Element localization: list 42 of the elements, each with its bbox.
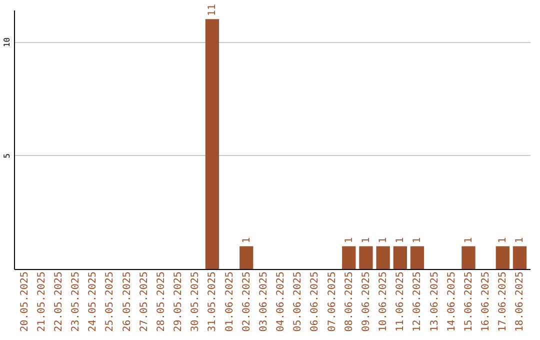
x-tick-label: 08.06.2025 [344, 272, 355, 332]
x-tick-label: 15.06.2025 [463, 272, 474, 332]
x-tick-label: 22.05.2025 [53, 272, 64, 332]
x-tick-label: 28.05.2025 [156, 272, 167, 332]
x-tick-label: 31.05.2025 [207, 272, 218, 332]
x-tick-label: 18.06.2025 [514, 272, 526, 332]
y-tick-label: 5 [2, 153, 12, 158]
x-tick-label: 24.05.2025 [88, 272, 99, 332]
x-tick-label: 20.05.2025 [19, 272, 30, 332]
x-tick-label: 23.05.2025 [70, 272, 82, 332]
x-tick-label: 01.06.2025 [224, 272, 236, 332]
data-label: 1 [360, 237, 372, 244]
x-tick-label: 27.05.2025 [138, 272, 150, 332]
data-label: 1 [395, 237, 406, 244]
x-tick-label: 06.06.2025 [310, 272, 321, 332]
x-tick-label: 03.06.2025 [258, 272, 270, 332]
data-label: 1 [378, 237, 390, 244]
data-label: 1 [514, 237, 526, 244]
data-label: 11 [207, 4, 218, 16]
x-tick-label: 29.05.2025 [173, 272, 184, 332]
x-tick-label: 25.05.2025 [104, 272, 116, 332]
x-tick-label: 14.06.2025 [446, 272, 458, 332]
x-tick-label: 17.06.2025 [498, 272, 509, 332]
y-tick-label: 10 [2, 37, 12, 48]
x-tick-label: 12.06.2025 [412, 272, 424, 332]
x-tick-label: 30.05.2025 [190, 272, 202, 332]
x-tick-label: 16.06.2025 [480, 272, 492, 332]
x-tick-label: 26.05.2025 [122, 272, 133, 332]
data-label: 1 [344, 237, 355, 244]
x-tick-label: 05.06.2025 [292, 272, 304, 332]
x-tick-label: 04.06.2025 [276, 272, 287, 332]
x-tick-label: 09.06.2025 [360, 272, 372, 332]
x-tick-label: 13.06.2025 [429, 272, 440, 332]
data-label: 1 [241, 237, 252, 244]
x-tick-label: 10.06.2025 [378, 272, 390, 332]
x-tick-label: 21.05.2025 [36, 272, 48, 332]
data-label: 1 [412, 237, 424, 244]
data-label: 1 [463, 237, 474, 244]
x-tick-label: 02.06.2025 [241, 272, 252, 332]
x-tick-label: 11.06.2025 [395, 272, 406, 332]
x-tick-label: 07.06.2025 [326, 272, 338, 332]
data-label: 1 [498, 237, 509, 244]
